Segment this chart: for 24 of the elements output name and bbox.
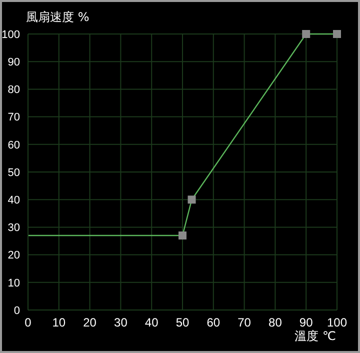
x-tick-label: 80: [268, 316, 282, 330]
y-tick-label: 60: [8, 139, 20, 152]
y-tick-label: 20: [8, 250, 20, 262]
y-tick-label: 50: [8, 166, 20, 179]
y-axis-title: 風扇速度 %: [26, 9, 90, 26]
x-tick-label: 70: [238, 316, 252, 330]
y-tick-label: 70: [8, 112, 20, 124]
x-tick-label: 40: [144, 316, 159, 330]
x-tick-label: 100: [326, 316, 348, 330]
x-tick-label: 20: [83, 316, 97, 330]
y-tick-label: 30: [8, 222, 20, 234]
x-tick-label: 60: [206, 316, 220, 330]
y-tick-label: 40: [8, 194, 20, 207]
x-tick-label: 90: [299, 316, 314, 330]
x-tick-label: 50: [176, 316, 190, 330]
x-tick-label: 0: [24, 316, 32, 330]
y-tick-label: 10: [8, 277, 20, 290]
x-axis-title: 溫度 ℃: [294, 328, 336, 345]
y-tick-label: 0: [14, 304, 20, 317]
y-tick-label: 100: [2, 28, 20, 41]
y-tick-label: 90: [8, 56, 20, 69]
y-tick-label: 80: [8, 84, 20, 96]
x-tick-label: 30: [114, 316, 128, 330]
x-tick-label: 10: [52, 316, 66, 330]
